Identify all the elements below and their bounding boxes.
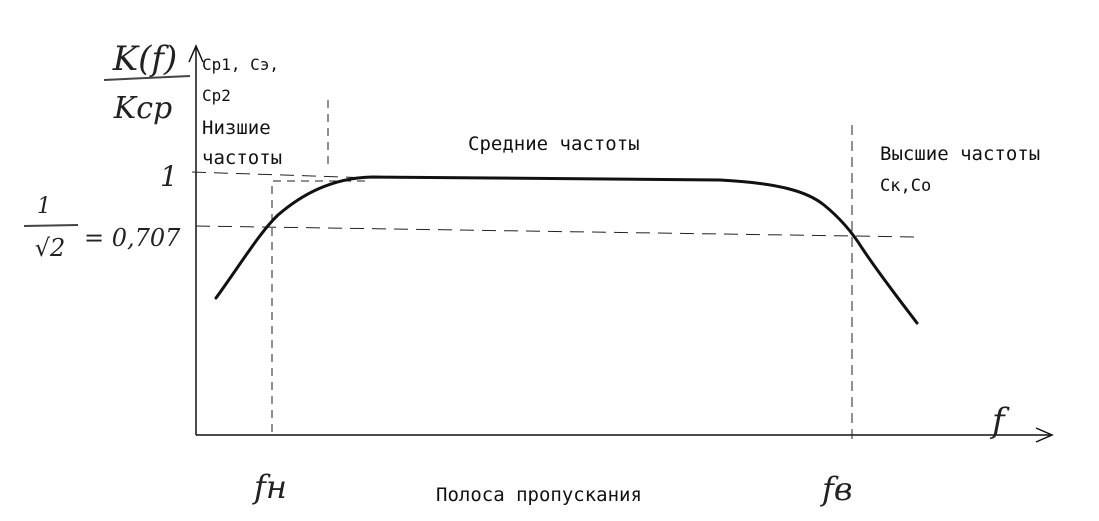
y-axis-label-numerator: K(f) [112, 39, 178, 79]
low-caps-line2: Cр2 [202, 86, 231, 105]
low-band-dashed-box [271, 180, 370, 432]
level-cut-dashed-line [195, 225, 919, 238]
f-low-marker: fн [252, 468, 287, 506]
level-one-dashed-line [191, 171, 373, 179]
level-one-label: 1 [160, 160, 178, 193]
high-region-title: Высшие частоты [880, 143, 1040, 165]
passband-label: Полоса пропускания [436, 484, 642, 506]
low-region-title-line2: частоты [202, 147, 282, 169]
high-caps: Cк,Co [880, 176, 931, 196]
reference-lines [191, 100, 919, 440]
y-axis-label-fraction-bar [103, 75, 191, 81]
x-axis-arrow [1035, 427, 1054, 443]
level-cut-numerator: 1 [37, 194, 51, 219]
low-caps-line1: Cр1, Cэ, [202, 55, 279, 74]
y-axis-arrow [188, 44, 204, 63]
axes [188, 44, 1054, 443]
f-high-marker: fв [820, 470, 852, 508]
mid-region-title: Средние частоты [468, 133, 640, 155]
y-axis-label-denominator: Kср [113, 91, 172, 126]
low-region-title-line1: Низшие [202, 117, 271, 139]
level-cut-value: = 0,707 [84, 224, 181, 252]
level-cut-denominator: √2 [35, 234, 66, 262]
frequency-response-curve [214, 175, 919, 325]
level-cut-fraction-bar [23, 224, 79, 227]
